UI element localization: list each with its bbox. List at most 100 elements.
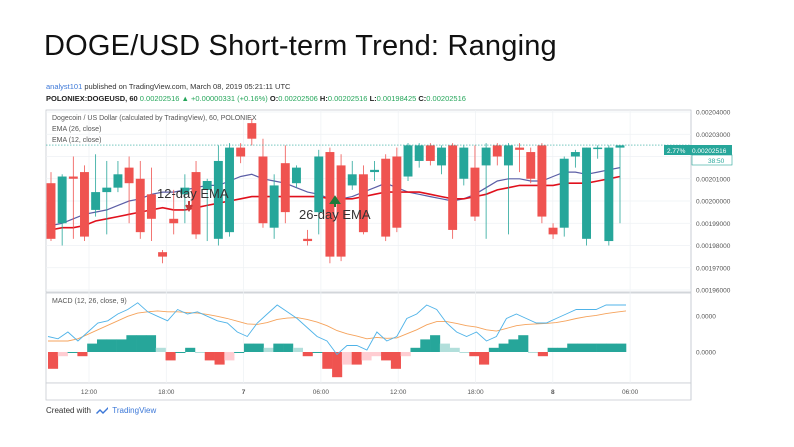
candle-body [370,169,380,173]
macd-histogram-bar [87,343,98,352]
author-link[interactable]: analyst101 [46,82,83,91]
price-tick-label: 0.00200000 [696,199,731,206]
macd-histogram-bar [234,352,245,353]
candle-body [414,145,424,161]
candle-body [280,163,290,213]
up-arrow-icon [329,195,341,207]
macd-histogram-bar [302,352,313,357]
macd-histogram-bar [488,347,499,352]
candle-body [381,158,391,237]
macd-histogram-bar [498,343,509,352]
ema12-legend: EMA (12, close) [52,137,101,144]
macd-tick-label: 0.0000 [696,314,716,321]
macd-legend: MACD (12, 26, close, 9) [52,298,127,305]
candle-body [425,145,435,161]
macd-histogram-bar [351,352,362,365]
tradingview-link[interactable]: TradingView [112,406,157,415]
macd-histogram-bar [596,343,607,352]
candle-body [169,218,179,224]
macd-lines [47,302,627,356]
macd-histogram-bar [136,335,147,352]
candle-body [113,174,123,188]
ema26-annotation: 26-day EMA [299,207,371,222]
macd-histogram-bar [155,347,166,352]
time-tick-label: 8 [551,389,555,396]
candle-body [336,165,346,257]
time-tick-label: 18:00 [467,389,484,396]
publish-text: published on TradingView.com, March 08, … [84,82,291,91]
macd-histogram-bar [439,343,450,352]
candle-body [347,174,357,186]
macd-line [47,302,626,356]
ema26-legend: EMA (26, close) [52,126,101,133]
macd-histogram-bar [292,347,304,352]
price-tick-label: 0.00201000 [696,176,731,183]
price-change: +0.00000331 (+0.16%) [191,94,268,103]
time-tick-label: 06:00 [313,389,330,396]
tradingview-logo-icon [96,406,109,414]
footer: Created with TradingView [46,406,156,415]
macd-histogram-bar [67,352,78,353]
price-tick-label: 0.00203000 [696,132,731,139]
down-arrow-icon [185,201,193,212]
low-label: L: [369,94,377,103]
macd-histogram-bar [361,352,372,361]
candle-body [548,227,558,235]
macd-histogram-bar [381,352,392,361]
macd-histogram-bar [606,343,617,352]
candle-body [470,167,480,217]
countdown-text: 38:50 [708,158,725,165]
high-value: 0.00202516 [327,94,368,103]
candle-body [526,152,536,179]
candle-body [236,147,246,157]
macd-histogram-bar [410,347,421,352]
time-axis: 12:00 18:00 7 06:00 12:00 18:00 8 06:00 [81,389,639,396]
macd-histogram-bar [518,335,529,352]
macd-histogram-bar [126,335,137,352]
macd-histogram-bar [322,352,333,369]
macd-histogram-bar [341,352,352,365]
candle-body [102,187,112,193]
candle-body [202,180,212,190]
candle-body [191,172,201,235]
time-axis-frame [45,382,692,401]
candle-body [158,252,168,257]
candle-body [91,192,101,210]
symbol-ohlc-bar: POLONIEX:DOGEUSD, 60 0.00202516 ▲ +0.000… [46,94,466,103]
macd-histogram-bar [96,339,108,352]
price-tick-label: 0.00204000 [696,110,731,117]
symbol-label: POLONIEX:DOGEUSD, 60 [46,94,138,103]
candles [46,118,625,264]
macd-histogram-bar [57,352,68,357]
low-value: 0.00198425 [376,94,417,103]
macd-histogram-bar [273,343,284,352]
candle-body [437,147,446,166]
time-tick-label: 06:00 [622,389,639,396]
macd-histogram-bar [400,352,411,357]
macd-histogram-bar [567,343,578,352]
macd-histogram-bar [116,339,127,352]
macd-histogram-bar [263,347,274,352]
candle-body [124,167,134,184]
candle-body [559,158,569,228]
candle-body [615,145,625,148]
candle-body [403,145,413,177]
macd-histogram-bar [77,352,88,357]
candle-body [570,152,580,157]
slide-title: DOGE/USD Short-term Trend: Ranging [44,30,557,62]
publish-info: analyst101 published on TradingView.com,… [46,82,290,91]
macd-histogram-bar [332,352,343,378]
footer-prefix: Created with [46,406,91,415]
macd-histogram-bar [145,335,157,352]
open-value: 0.00202506 [278,94,318,103]
macd-histogram-bar [557,347,568,352]
macd-histogram-bar [469,352,480,357]
up-triangle-icon: ▲ [181,94,189,103]
high-label: H: [319,94,328,103]
macd-histogram-bar [204,352,215,361]
candle-body [213,160,223,239]
macd-histogram-bar [508,339,519,352]
candle-body [537,145,547,217]
macd-histogram-bar [528,352,539,353]
